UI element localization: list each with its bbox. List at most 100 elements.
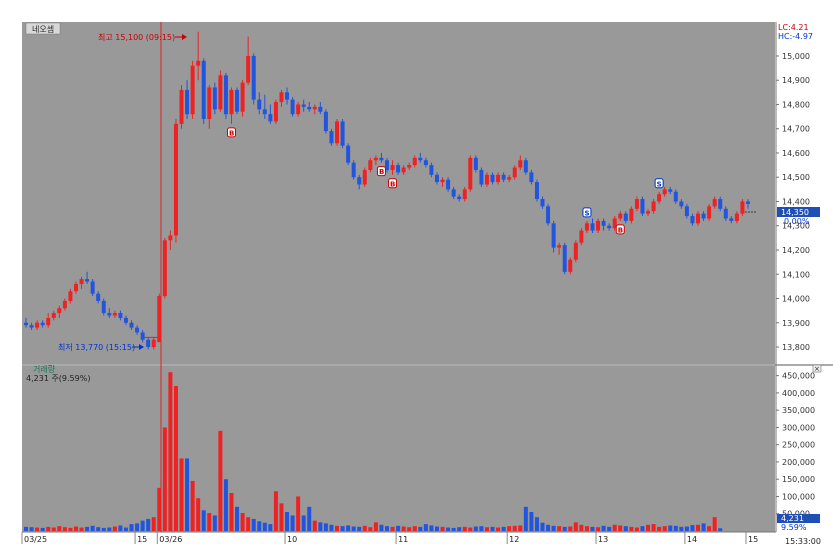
candle bbox=[651, 199, 656, 214]
price-axis[interactable]: 15,000 14,900 14,800 14,700 14,600 14,500 14,4… bbox=[776, 52, 810, 352]
volume-axis[interactable]: 450,000 400,000 350,000 300,000 250,000 200,0… bbox=[776, 372, 815, 519]
volume-bar bbox=[423, 524, 428, 531]
price-tick-label: 14,100 bbox=[782, 270, 810, 279]
volume-tick-label: 350,000 bbox=[782, 406, 815, 415]
candle bbox=[57, 305, 62, 318]
price-tick-label: 14,700 bbox=[782, 125, 810, 134]
buy-marker[interactable]: B bbox=[376, 166, 386, 177]
candle bbox=[85, 271, 90, 284]
volume-bar bbox=[434, 526, 439, 531]
candle bbox=[507, 174, 512, 183]
volume-bar bbox=[640, 526, 645, 531]
buy-marker[interactable]: B bbox=[226, 127, 236, 138]
candle bbox=[79, 276, 84, 289]
volume-bar bbox=[618, 525, 623, 531]
volume-bar bbox=[407, 527, 412, 531]
volume-bar bbox=[534, 517, 539, 531]
volume-bar bbox=[135, 523, 140, 531]
price-plot-area[interactable] bbox=[22, 22, 775, 364]
candle bbox=[451, 186, 456, 200]
volume-bar bbox=[451, 527, 456, 531]
candle bbox=[623, 211, 628, 224]
candle bbox=[251, 53, 256, 105]
candle bbox=[123, 315, 128, 326]
volume-bar bbox=[596, 527, 601, 531]
candle bbox=[157, 293, 162, 343]
volume-tick-label: 450,000 bbox=[782, 372, 815, 381]
price-tick-label: 14,800 bbox=[782, 100, 810, 109]
candle bbox=[740, 199, 745, 217]
volume-bar bbox=[118, 525, 123, 531]
volume-bar bbox=[418, 526, 423, 531]
candle bbox=[351, 160, 356, 180]
candle bbox=[562, 242, 567, 275]
volume-bar bbox=[707, 526, 712, 531]
volume-bar bbox=[62, 527, 67, 531]
buy-marker[interactable]: B bbox=[388, 178, 398, 189]
volume-bar bbox=[190, 480, 195, 531]
volume-pane-close-button[interactable]: × bbox=[812, 364, 822, 373]
volume-bar bbox=[579, 524, 584, 531]
candle bbox=[407, 162, 412, 170]
volume-bar bbox=[123, 527, 128, 531]
price-tick-label: 14,600 bbox=[782, 149, 810, 158]
volume-bar bbox=[507, 526, 512, 531]
time-tick-label: 12 bbox=[509, 535, 519, 544]
sell-marker[interactable]: S bbox=[654, 178, 664, 189]
time-axis[interactable]: 03/25 15 03/26 10 11 12 13 14 15 bbox=[21, 532, 758, 544]
sell-marker[interactable]: S bbox=[582, 207, 592, 218]
volume-bar bbox=[412, 526, 417, 531]
candle bbox=[235, 87, 240, 115]
volume-bar bbox=[673, 525, 678, 531]
candle bbox=[540, 196, 545, 209]
volume-bar bbox=[201, 510, 206, 531]
current-price-tag: 14,350 0.00% bbox=[745, 207, 820, 226]
candle bbox=[329, 128, 334, 146]
volume-bar bbox=[196, 498, 201, 531]
candle bbox=[140, 330, 145, 343]
candle bbox=[129, 320, 134, 331]
volume-bar bbox=[679, 526, 684, 531]
volume-tick-label: 100,000 bbox=[782, 492, 815, 501]
symbol-tab[interactable]: 네오셈 bbox=[25, 22, 61, 35]
volume-bar bbox=[546, 524, 551, 531]
candle bbox=[496, 172, 501, 185]
volume-bar bbox=[207, 513, 212, 531]
volume-bar bbox=[662, 526, 667, 531]
candle bbox=[73, 281, 78, 294]
candle bbox=[90, 279, 95, 297]
volume-bar bbox=[85, 526, 90, 531]
time-tick-label: 10 bbox=[287, 535, 297, 544]
candle bbox=[268, 104, 273, 124]
volume-bar bbox=[601, 525, 606, 531]
volume-bar bbox=[362, 525, 367, 531]
candle bbox=[440, 177, 445, 187]
volume-bar bbox=[340, 526, 345, 531]
time-tick-label: 15 bbox=[137, 535, 147, 544]
volume-bar bbox=[112, 526, 117, 531]
volume-bar bbox=[512, 525, 517, 531]
volume-plot-area[interactable] bbox=[22, 366, 775, 532]
volume-bar bbox=[279, 503, 284, 531]
volume-bar bbox=[357, 526, 362, 531]
candle bbox=[340, 119, 345, 149]
volume-tick-label: 200,000 bbox=[782, 458, 815, 467]
candle bbox=[51, 310, 56, 321]
candle bbox=[734, 211, 739, 224]
volume-bar bbox=[251, 518, 256, 531]
price-tick-label: 13,900 bbox=[782, 319, 810, 328]
volume-bar bbox=[223, 479, 228, 531]
buy-marker[interactable]: B bbox=[615, 224, 625, 235]
volume-bar bbox=[479, 526, 484, 531]
volume-bar bbox=[90, 525, 95, 531]
candle bbox=[546, 203, 551, 226]
volume-bar bbox=[368, 527, 373, 531]
volume-bar bbox=[590, 526, 595, 531]
volume-tick-label: 150,000 bbox=[782, 475, 815, 484]
volume-bar bbox=[612, 524, 617, 531]
candle bbox=[596, 218, 601, 234]
volume-legend-title: 거래량 bbox=[33, 364, 56, 374]
volume-bar bbox=[57, 526, 62, 531]
